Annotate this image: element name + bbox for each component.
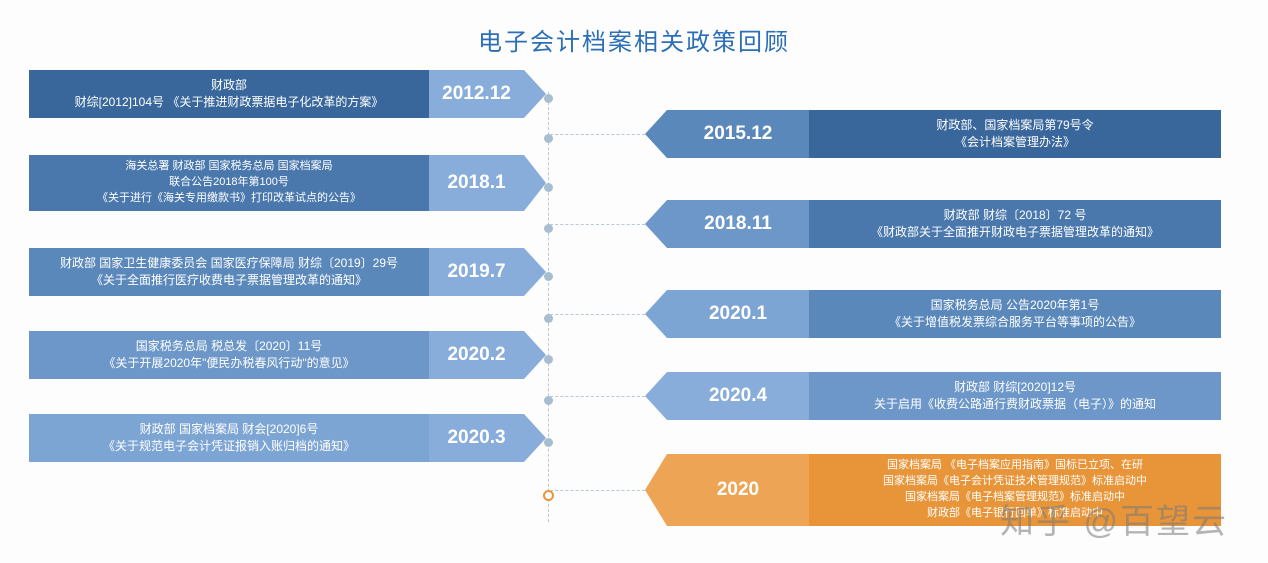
timeline-item-left: 财政部 国家档案局 财会[2020]6号《关于规范电子会计凭证报销入账归档的通知… [29, 414, 546, 462]
policy-content: 国家税务总局 公告2020年第1号《关于增值税发票综合服务平台等事项的公告》 [809, 290, 1221, 338]
arrow-icon [645, 454, 667, 526]
date-label: 2020 [667, 454, 809, 526]
policy-line: 《关于开展2020年"便民办税春风行动"的意见》 [41, 355, 417, 372]
arrow-icon [645, 290, 667, 338]
policy-line: 《财政部关于全面推开财政电子票据管理改革的通知》 [821, 224, 1209, 241]
policy-line: 财政部 [41, 77, 417, 94]
date-label: 2020.3 [429, 414, 524, 462]
timeline-item-right: 2020国家档案局 《电子档案应用指南》国标已立项、在研国家档案局《电子会计凭证… [550, 454, 1221, 526]
policy-line: 财综[2012]104号 《关于推进财政票据电子化改革的方案》 [41, 94, 417, 111]
policy-line: 财政部 财综[2020]12号 [821, 379, 1209, 396]
date-label: 2020.2 [429, 331, 524, 379]
arrow-icon [645, 372, 667, 420]
timeline-item-left: 财政部 国家卫生健康委员会 国家医疗保障局 财综〔2019〕29号《关于全面推行… [29, 248, 546, 296]
policy-line: 国家档案局 《电子档案应用指南》国标已立项、在研 [821, 458, 1209, 474]
policy-content: 国家档案局 《电子档案应用指南》国标已立项、在研国家档案局《电子会计凭证技术管理… [809, 454, 1221, 526]
connector-line [550, 490, 645, 491]
policy-line: 海关总署 财政部 国家税务总局 国家档案局 [41, 159, 417, 175]
policy-content: 财政部 国家卫生健康委员会 国家医疗保障局 财综〔2019〕29号《关于全面推行… [29, 248, 429, 296]
timeline-item-left: 海关总署 财政部 国家税务总局 国家档案局联合公告2018年第100号《关于进行… [29, 155, 546, 211]
policy-content: 财政部 财综〔2018〕72 号《财政部关于全面推开财政电子票据管理改革的通知》 [809, 200, 1221, 248]
date-label: 2012.12 [429, 70, 524, 118]
date-label: 2020.4 [667, 372, 809, 420]
timeline-item-right: 2018.11财政部 财综〔2018〕72 号《财政部关于全面推开财政电子票据管… [550, 200, 1221, 248]
timeline-item-right: 2015.12财政部、国家档案局第79号令《会计档案管理办法》 [550, 110, 1221, 158]
policy-line: 关于启用《收费公路通行费财政票据（电子）》的通知 [821, 396, 1209, 413]
arrow-icon [524, 155, 546, 211]
connector-line [550, 134, 645, 135]
policy-content: 财政部财综[2012]104号 《关于推进财政票据电子化改革的方案》 [29, 70, 429, 118]
policy-line: 国家档案局《电子档案管理规范》标准启动中 [821, 490, 1209, 506]
policy-line: 国家税务总局 税总发〔2020〕11号 [41, 338, 417, 355]
date-label: 2019.7 [429, 248, 524, 296]
connector-line [550, 314, 645, 315]
connector-line [550, 396, 645, 397]
policy-line: 联合公告2018年第100号 [41, 175, 417, 191]
policy-content: 财政部 国家档案局 财会[2020]6号《关于规范电子会计凭证报销入账归档的通知… [29, 414, 429, 462]
date-label: 2018.1 [429, 155, 524, 211]
policy-line: 财政部 国家档案局 财会[2020]6号 [41, 421, 417, 438]
policy-line: 《会计档案管理办法》 [821, 134, 1209, 151]
policy-line: 国家档案局《电子会计凭证技术管理规范》标准启动中 [821, 474, 1209, 490]
policy-line: 财政部 国家卫生健康委员会 国家医疗保障局 财综〔2019〕29号 [41, 255, 417, 272]
date-label: 2020.1 [667, 290, 809, 338]
arrow-icon [524, 248, 546, 296]
policy-content: 财政部、国家档案局第79号令《会计档案管理办法》 [809, 110, 1221, 158]
timeline-item-right: 2020.4财政部 财综[2020]12号关于启用《收费公路通行费财政票据（电子… [550, 372, 1221, 420]
policy-line: 财政部《电子银行回单》标准启动中 [821, 506, 1209, 522]
timeline-item-left: 国家税务总局 税总发〔2020〕11号《关于开展2020年"便民办税春风行动"的… [29, 331, 546, 379]
page-title: 电子会计档案相关政策回顾 [0, 0, 1268, 57]
policy-content: 国家税务总局 税总发〔2020〕11号《关于开展2020年"便民办税春风行动"的… [29, 331, 429, 379]
policy-content: 海关总署 财政部 国家税务总局 国家档案局联合公告2018年第100号《关于进行… [29, 155, 429, 211]
arrow-icon [645, 110, 667, 158]
policy-line: 财政部 财综〔2018〕72 号 [821, 207, 1209, 224]
policy-line: 《关于规范电子会计凭证报销入账归档的通知》 [41, 438, 417, 455]
arrow-icon [645, 200, 667, 248]
connector-line [550, 224, 645, 225]
arrow-icon [524, 414, 546, 462]
policy-line: 《关于全面推行医疗收费电子票据管理改革的通知》 [41, 272, 417, 289]
policy-line: 《关于增值税发票综合服务平台等事项的公告》 [821, 314, 1209, 331]
date-label: 2018.11 [667, 200, 809, 248]
policy-content: 财政部 财综[2020]12号关于启用《收费公路通行费财政票据（电子）》的通知 [809, 372, 1221, 420]
policy-line: 《关于进行《海关专用缴款书》打印改革试点的公告》 [41, 191, 417, 207]
center-axis [548, 92, 549, 522]
policy-line: 财政部、国家档案局第79号令 [821, 117, 1209, 134]
date-label: 2015.12 [667, 110, 809, 158]
timeline-item-left: 财政部财综[2012]104号 《关于推进财政票据电子化改革的方案》2012.1… [29, 70, 546, 118]
arrow-icon [524, 331, 546, 379]
timeline-item-right: 2020.1国家税务总局 公告2020年第1号《关于增值税发票综合服务平台等事项… [550, 290, 1221, 338]
policy-line: 国家税务总局 公告2020年第1号 [821, 297, 1209, 314]
arrow-icon [524, 70, 546, 118]
